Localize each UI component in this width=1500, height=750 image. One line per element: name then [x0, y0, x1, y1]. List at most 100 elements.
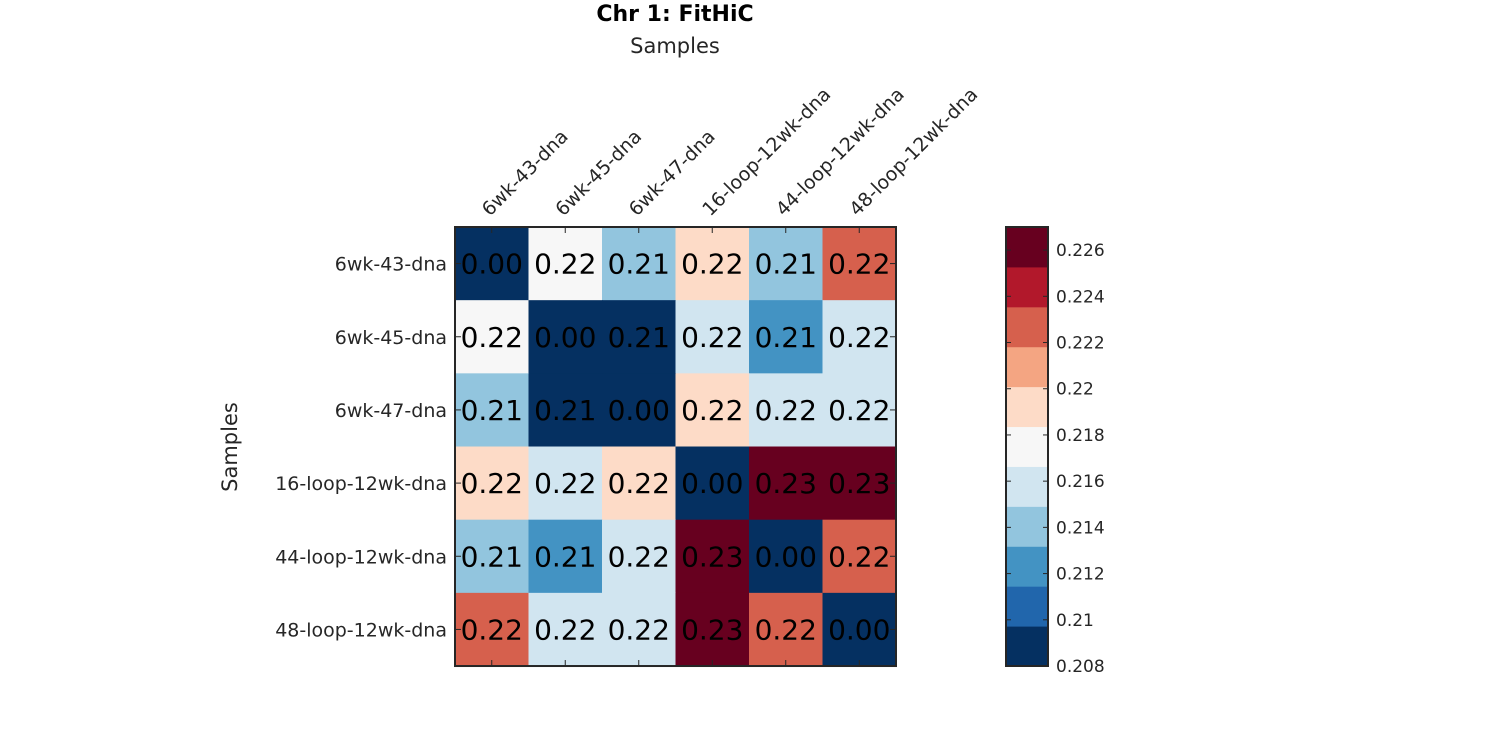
cell-value-label: 0.00: [534, 321, 596, 354]
x-tick-labels: 6wk-43-dna6wk-45-dna6wk-47-dna16-loop-12…: [478, 83, 983, 220]
colorbar-segment: [1006, 506, 1048, 547]
plot-frame: [454, 226, 897, 668]
colorbar-tick-label: 0.218: [1056, 426, 1105, 446]
cell-value-label: 0.23: [681, 613, 743, 646]
heatmap-cell: [675, 446, 750, 521]
heatmap-cells: [454, 226, 897, 668]
colorbar-segment: [1006, 426, 1048, 467]
cell-value-label: 0.22: [534, 248, 596, 281]
chart-title: Chr 1: FitHiC: [596, 2, 753, 27]
cell-value-label: 0.21: [461, 540, 523, 573]
heatmap-cell: [528, 373, 603, 448]
y-tick-labels: 6wk-43-dna 6wk-45-dna 6wk-47-dna 16-loop-12…: [275, 254, 447, 642]
heatmap-cell: [675, 592, 750, 667]
heatmap-cell: [528, 592, 603, 667]
colorbar-tick-label: 0.21: [1056, 611, 1094, 631]
cell-value-label: 0.22: [828, 321, 890, 354]
cell-value-label: 0.22: [828, 394, 890, 427]
cell-value-label: 0.23: [681, 540, 743, 573]
cell-value-label: 0.22: [461, 467, 523, 500]
heatmap-cell: [749, 373, 823, 448]
cell-value-label: 0.22: [608, 540, 670, 573]
cell-value-label: 0.23: [755, 467, 817, 500]
colorbar-segment: [1006, 266, 1048, 308]
heatmap-cell: [602, 592, 676, 667]
cell-value-label: 0.00: [755, 540, 817, 573]
heatmap-cell: [749, 227, 823, 301]
cell-value-label: 0.21: [461, 394, 523, 427]
cell-value-label: 0.00: [608, 394, 670, 427]
y-tick-label: 44-loop-12wk-dna: [275, 546, 447, 568]
y-axis-label: Samples: [218, 402, 242, 492]
x-tick-label: 48-loop-12wk-dna: [845, 83, 982, 220]
colorbar-segment: [1006, 546, 1048, 587]
colorbar-tick-label: 0.214: [1056, 518, 1105, 538]
heatmap-cell: [602, 373, 676, 448]
cell-value-label: 0.22: [534, 467, 596, 500]
cell-value-label: 0.22: [608, 467, 670, 500]
cell-value-label: 0.22: [461, 613, 523, 646]
cell-value-label: 0.23: [828, 467, 890, 500]
heatmap-cell: [675, 519, 750, 594]
cell-value-label: 0.21: [755, 321, 817, 354]
colorbar-tick-label: 0.222: [1056, 334, 1105, 354]
y-tick-label: 6wk-43-dna: [335, 254, 447, 276]
cell-value-label: 0.21: [534, 394, 596, 427]
cell-value-label: 0.22: [755, 613, 817, 646]
heatmap-cell: [822, 300, 897, 374]
heatmap-cell: [455, 519, 529, 594]
heatmap-cell: [822, 519, 897, 594]
cell-value-label: 0.22: [681, 248, 743, 281]
cell-value-label: 0.22: [608, 613, 670, 646]
heatmap-cell: [749, 446, 823, 521]
heatmap-cell: [455, 373, 529, 448]
cell-value-label: 0.21: [608, 321, 670, 354]
heatmap-cell-labels: 0.00 0.22 0.21 0.22 0.21 0.22 0.22 0.00 0.21 0.22…: [461, 248, 891, 647]
heatmap-cell: [602, 227, 676, 301]
colorbar-tick-label: 0.22: [1056, 380, 1094, 400]
heatmap-cell: [675, 227, 750, 301]
colorbar-frame: [1005, 226, 1049, 667]
heatmap-cell: [749, 519, 823, 594]
heatmap-cell: [455, 592, 529, 667]
colorbar-segment: [1006, 306, 1048, 348]
heatmap-cell: [822, 227, 897, 301]
cell-value-label: 0.22: [681, 321, 743, 354]
cell-value-label: 0.00: [681, 467, 743, 500]
y-tick-label: 6wk-45-dna: [335, 327, 447, 349]
cell-value-label: 0.22: [755, 394, 817, 427]
cell-value-label: 0.00: [828, 613, 890, 646]
colorbar-segment: [1006, 227, 1048, 268]
colorbar-tick-label: 0.208: [1056, 657, 1105, 677]
y-tick-label: 16-loop-12wk-dna: [275, 473, 447, 495]
heatmap-cell: [675, 300, 750, 374]
colorbar: 0.208 0.21 0.212 0.214 0.216 0.218 0.22 0.222 0.…: [1005, 226, 1105, 677]
cell-value-label: 0.22: [534, 613, 596, 646]
heatmap-cell: [602, 300, 676, 374]
heatmap-cell: [528, 446, 603, 521]
cell-value-label: 0.21: [608, 248, 670, 281]
x-tick-label: 16-loop-12wk-dna: [698, 83, 835, 220]
heatmap-cell: [455, 227, 529, 301]
cell-value-label: 0.22: [828, 540, 890, 573]
heatmap-cell: [822, 446, 897, 521]
colorbar-tick-label: 0.224: [1056, 287, 1105, 307]
heatmap-cell: [528, 519, 603, 594]
heatmap-cell: [822, 373, 897, 448]
x-axis-label: Samples: [630, 34, 720, 58]
colorbar-tick-label: 0.216: [1056, 472, 1105, 492]
colorbar-segment: [1006, 346, 1048, 388]
y-tick-label: 6wk-47-dna: [335, 400, 447, 422]
colorbar-segment: [1006, 626, 1048, 667]
heatmap-cell: [455, 446, 529, 521]
colorbar-segment: [1006, 466, 1048, 507]
colorbar-segment: [1006, 586, 1048, 627]
heatmap-cell: [749, 300, 823, 374]
x-tick-label: 44-loop-12wk-dna: [772, 83, 909, 220]
colorbar-tick-label: 0.212: [1056, 565, 1105, 585]
heatmap-cell: [822, 592, 897, 667]
heatmap-cell: [455, 300, 529, 374]
heatmap-cell: [528, 300, 603, 374]
heatmap-cell: [602, 519, 676, 594]
